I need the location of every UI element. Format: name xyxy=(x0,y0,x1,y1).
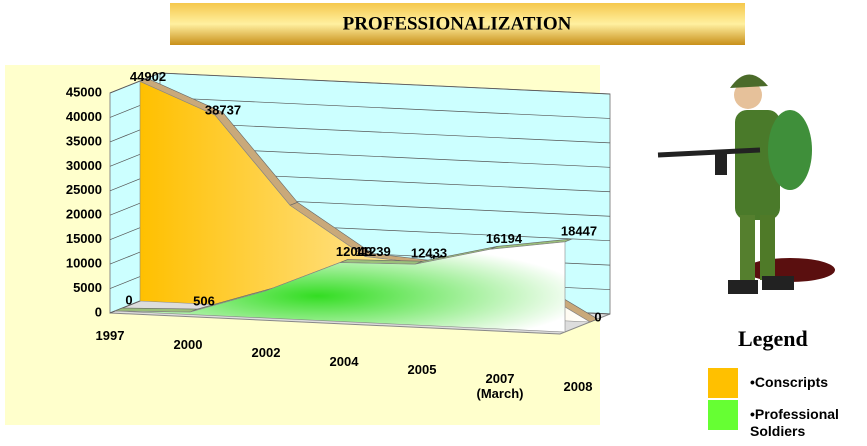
x-tick-label: 2000 xyxy=(153,337,223,352)
y-tick-label: 45000 xyxy=(66,84,102,99)
legend-label: •Professional Soldiers xyxy=(750,406,865,440)
y-tick-label: 15000 xyxy=(66,231,102,246)
value-label: 18447 xyxy=(561,223,597,238)
y-tick-label: 20000 xyxy=(66,207,102,222)
x-tick-label: 2005 xyxy=(387,362,457,377)
x-tick-label: 1997 xyxy=(75,328,145,343)
value-label: 16194 xyxy=(486,231,523,246)
y-tick-label: 10000 xyxy=(66,256,102,271)
value-label: 0 xyxy=(125,292,132,307)
legend-label: •Conscripts xyxy=(750,374,865,391)
chart-title: PROFESSIONALIZATION xyxy=(343,13,572,34)
legend-swatch xyxy=(708,368,738,398)
y-tick-label: 25000 xyxy=(66,182,102,197)
x-tick-label: 2008 xyxy=(543,379,613,394)
x-tick-label: 2004 xyxy=(309,354,379,369)
value-label: 0 xyxy=(594,309,601,324)
value-label: 12049 xyxy=(336,244,372,259)
y-tick-label: 5000 xyxy=(73,280,102,295)
y-tick-label: 30000 xyxy=(66,158,102,173)
x-tick-label: 2002 xyxy=(231,345,301,360)
value-label: 12433 xyxy=(411,246,447,261)
x-tick-label: 2007 (March) xyxy=(465,371,535,401)
page: {"chart_data": {"type": "area3d", "title… xyxy=(0,0,867,446)
y-tick-label: 0 xyxy=(95,304,102,319)
value-label: 44902 xyxy=(130,69,166,84)
value-label: 506 xyxy=(193,293,215,308)
soldier-illustration xyxy=(658,74,835,294)
legend-swatch xyxy=(708,400,738,430)
legend-title: Legend xyxy=(738,326,808,352)
y-tick-label: 35000 xyxy=(66,133,102,148)
y-tick-label: 40000 xyxy=(66,109,102,124)
value-label: 38737 xyxy=(205,103,241,118)
